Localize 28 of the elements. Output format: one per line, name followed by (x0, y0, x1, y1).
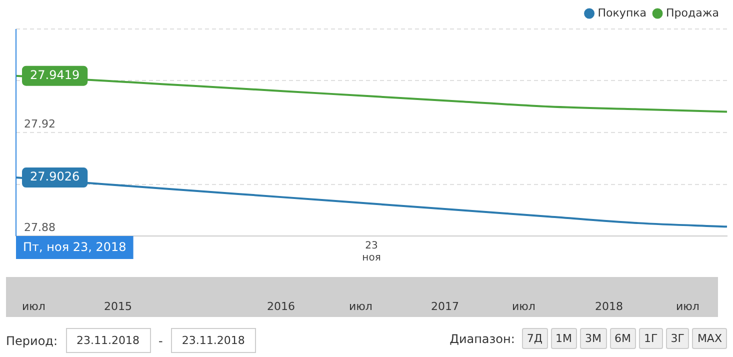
text: 6М (610, 328, 636, 349)
text: - (158, 334, 163, 348)
text: 1Г (639, 328, 663, 349)
text: 23.11.2018 (170, 328, 256, 353)
legend-label: Покупка (598, 6, 647, 20)
data-label: 27.9026 (30, 170, 80, 184)
x-tick-label: 23 ноя (362, 240, 381, 264)
data-label: 27.9419 (30, 68, 80, 82)
text: июл (22, 300, 46, 313)
text: 3М (580, 328, 606, 349)
text: 2018 (595, 300, 623, 313)
text: Диапазон: (450, 332, 515, 346)
text: июл (349, 300, 372, 313)
text: 23.11.2018 (66, 328, 150, 353)
text: 2017 (431, 300, 459, 313)
text: 2015 (104, 300, 132, 313)
text: 7Д (522, 328, 548, 349)
text: июл (676, 300, 700, 313)
text: MAX (692, 328, 727, 349)
text: 1М (550, 328, 577, 349)
legend-label: Продажа (666, 6, 720, 20)
text: Пт, ноя 23, 2018 (23, 240, 126, 254)
text: Период: (6, 334, 58, 348)
text: июл (512, 300, 536, 313)
y-tick-label: 27.88 (24, 220, 56, 234)
text: 3Г (666, 328, 690, 349)
text: 2016 (267, 300, 295, 313)
y-tick-label: 27.92 (24, 117, 56, 130)
